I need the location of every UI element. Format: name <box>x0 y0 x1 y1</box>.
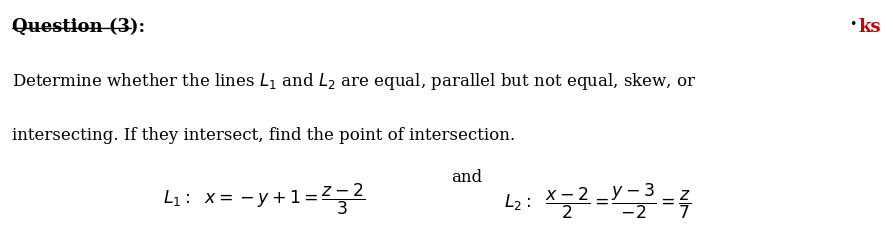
Text: Question (3):: Question (3): <box>12 18 145 35</box>
Text: and: and <box>451 169 482 185</box>
Text: •: • <box>849 18 856 31</box>
Text: ks: ks <box>859 18 881 35</box>
Text: intersecting. If they intersect, find the point of intersection.: intersecting. If they intersect, find th… <box>12 126 514 143</box>
Text: $L_1\mathrm{:}\ \ x = -y+1 = \dfrac{z-2}{3}$: $L_1\mathrm{:}\ \ x = -y+1 = \dfrac{z-2}… <box>163 181 364 216</box>
Text: $L_2\mathrm{:}\ \ \dfrac{x-2}{2} = \dfrac{y-3}{-2} = \dfrac{z}{7}$: $L_2\mathrm{:}\ \ \dfrac{x-2}{2} = \dfra… <box>505 181 691 221</box>
Text: Determine whether the lines $\mathit{L}_1$ and $\mathit{L}_2$ are equal, paralle: Determine whether the lines $\mathit{L}_… <box>12 71 696 92</box>
